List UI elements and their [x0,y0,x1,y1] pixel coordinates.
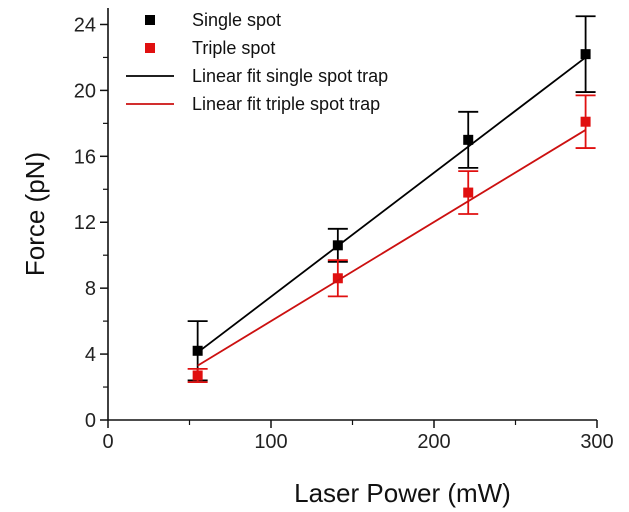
triple-spot-point [332,273,343,284]
legend: Single spot Triple spot Linear fit single … [126,10,388,114]
x-tick-label: 0 [102,431,113,453]
x-tick-label: 100 [254,431,287,453]
triple-spot-point [192,370,203,381]
legend-label-linear-fit-triple-spot-trap: Linear fit triple spot trap [192,94,380,114]
single-spot-point [463,134,474,145]
x-tick-label: 300 [580,431,613,453]
y-tick-label: 12 [74,212,96,234]
legend-swatch-single-spot [145,15,155,25]
legend-swatch-triple-spot [145,43,155,53]
data-layer [187,15,596,383]
y-tick-label: 16 [74,146,96,168]
triple-spot-point [463,187,474,198]
single-spot-point [580,49,591,60]
y-axis-title: Force (pN) [20,152,50,276]
y-tick-label: 20 [74,80,96,102]
x-axis-title: Laser Power (mW) [294,478,511,508]
y-tick-label: 24 [74,14,96,36]
y-tick-label: 8 [85,278,96,300]
single-spot-point [192,345,203,356]
x-tick-label: 200 [417,431,450,453]
legend-label-linear-fit-single-spot-trap: Linear fit single spot trap [192,66,388,86]
legend-label-single-spot: Single spot [192,10,281,30]
axes: 0 100 200 300 0 4 8 12 16 20 24 [74,8,614,453]
y-tick-label: 4 [85,344,96,366]
y-tick-label: 0 [85,410,96,432]
triple-spot-point [580,116,591,127]
legend-label-triple-spot: Triple spot [192,38,275,58]
linear-fit-single-spot-trap-line [197,56,587,354]
linear-fit-triple-spot-trap-line [197,129,587,367]
